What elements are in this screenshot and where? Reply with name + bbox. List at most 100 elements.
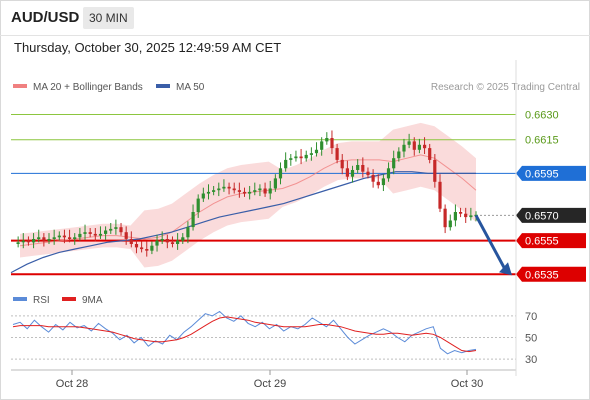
candle	[335, 143, 339, 164]
candle	[294, 150, 298, 162]
candle	[289, 154, 293, 166]
candle	[124, 226, 128, 245]
ma50-line	[10, 171, 476, 274]
candle	[320, 137, 324, 156]
candle	[402, 138, 406, 158]
candle	[443, 204, 447, 234]
candle	[397, 147, 401, 162]
candle	[109, 222, 113, 234]
candle	[26, 236, 30, 246]
candle	[37, 229, 41, 243]
candle	[52, 229, 56, 245]
candle	[150, 241, 154, 255]
candle	[314, 142, 319, 157]
chart-datetime: Thursday, October 30, 2025 12:49:59 AM C…	[14, 40, 282, 55]
candle	[186, 221, 190, 244]
candle	[248, 185, 252, 200]
candle	[299, 148, 303, 165]
candle	[356, 159, 360, 174]
candle	[371, 169, 375, 188]
candle	[340, 154, 344, 175]
candle	[330, 130, 334, 155]
rsi-layer: 70 50 30	[11, 311, 537, 366]
candle	[345, 160, 349, 181]
candle	[258, 184, 262, 197]
candle	[381, 174, 385, 192]
candle	[237, 182, 241, 198]
candle	[253, 182, 257, 196]
candle	[181, 233, 185, 244]
ma50-legend-label: MA 50	[176, 82, 205, 93]
timeframe-button[interactable]: 30 MIN	[83, 7, 134, 29]
candle	[448, 214, 452, 231]
rsi-ma-legend-label: 9MA	[82, 295, 103, 306]
candle	[129, 231, 133, 248]
candle	[191, 204, 195, 231]
candle	[83, 224, 87, 240]
level-tag-text: 0.6570	[525, 210, 559, 222]
candle	[350, 165, 355, 183]
candle	[155, 234, 159, 252]
candle	[453, 204, 457, 227]
candle	[438, 174, 442, 213]
candle	[263, 182, 267, 197]
candle	[196, 194, 200, 218]
candle	[78, 228, 82, 241]
level-tag-text: 0.6555	[525, 236, 559, 248]
level-tag-text: 0.6535	[525, 269, 559, 281]
time-tick-label: Oct 30	[451, 378, 483, 390]
candle	[325, 132, 329, 145]
candle	[145, 241, 149, 257]
time-tick-label: Oct 28	[56, 378, 88, 390]
candle	[433, 154, 437, 188]
level-tag-0-6570: 0.6570	[516, 207, 586, 223]
candle	[268, 180, 272, 200]
rsi-legend-label: RSI	[33, 295, 50, 306]
level-tag-0-6555: 0.6555	[516, 233, 586, 249]
candle	[428, 143, 432, 164]
ma20-legend-label: MA 20 + Bollinger Bands	[33, 82, 143, 93]
candle	[273, 174, 277, 192]
candle	[32, 233, 36, 249]
candle	[119, 222, 123, 236]
candle	[73, 233, 77, 245]
candle	[57, 231, 61, 241]
candle	[227, 182, 231, 195]
candle	[242, 187, 247, 197]
rsi-ma-line	[12, 316, 477, 353]
credit-text: Research © 2025 Trading Central	[431, 82, 580, 93]
candle	[309, 147, 313, 161]
candle	[62, 229, 66, 244]
level-tag-0-6595: 0.6595	[516, 165, 586, 181]
candle	[42, 233, 46, 247]
candle	[278, 162, 283, 185]
symbol-title: AUD/USD	[11, 9, 80, 26]
candle	[361, 157, 365, 178]
level-tag-0-6535: 0.6535	[516, 266, 586, 282]
candle	[464, 207, 468, 223]
candle	[104, 226, 108, 240]
candle	[423, 137, 427, 155]
candle	[114, 219, 118, 235]
candle	[160, 231, 164, 244]
level-labels-layer: 0.6630 0.6615 0.6595 0.6570 0.6555 0.6535	[516, 110, 586, 282]
candle	[284, 152, 288, 172]
candle	[170, 236, 175, 248]
candle	[417, 138, 421, 154]
candle	[459, 207, 463, 218]
candle	[469, 207, 473, 221]
bollinger-band	[20, 122, 476, 268]
rsi-ma-legend-swatch	[62, 297, 76, 301]
level-label-0-6615: 0.6615	[525, 135, 559, 147]
candle	[140, 241, 144, 253]
level-tag-text: 0.6595	[525, 168, 559, 180]
rsi-tick-label: 30	[525, 354, 537, 366]
time-tick-label: Oct 29	[254, 378, 286, 390]
candle	[392, 150, 396, 175]
candle	[47, 233, 51, 244]
candle	[212, 185, 216, 196]
price-legend: MA 20 + Bollinger Bands MA 50	[13, 82, 205, 93]
candle	[386, 162, 391, 182]
forecast-arrow-shaft	[474, 214, 507, 270]
candle	[134, 239, 139, 254]
